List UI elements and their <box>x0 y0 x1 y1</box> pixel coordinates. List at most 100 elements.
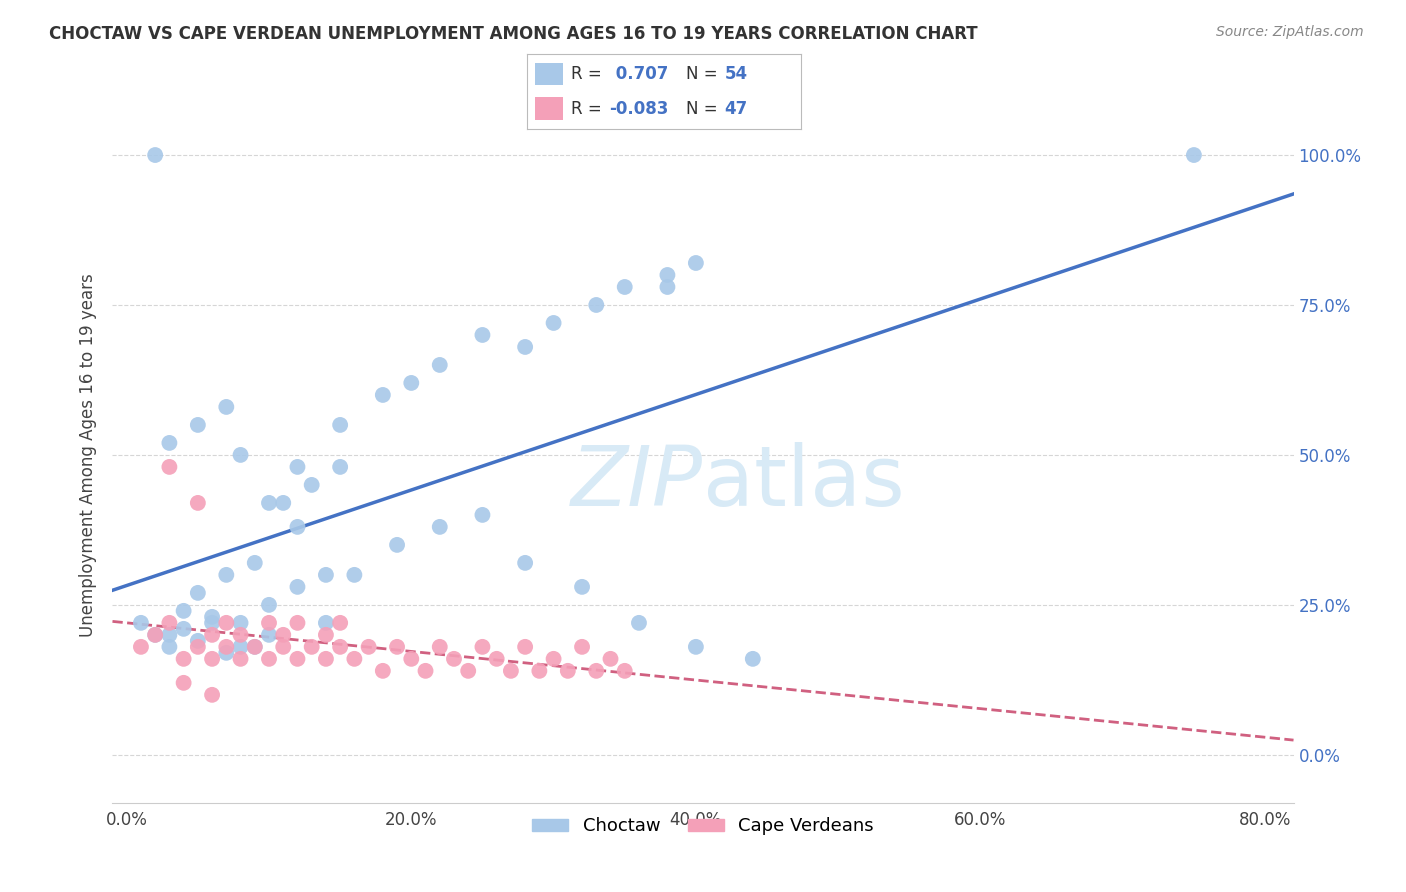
Point <box>1182 148 1205 162</box>
Y-axis label: Unemployment Among Ages 16 to 19 years: Unemployment Among Ages 16 to 19 years <box>79 273 97 637</box>
Point <box>401 652 423 666</box>
Point <box>513 556 536 570</box>
Point <box>529 664 551 678</box>
Text: Source: ZipAtlas.com: Source: ZipAtlas.com <box>1216 25 1364 39</box>
Point <box>599 652 621 666</box>
Point <box>173 676 195 690</box>
Point <box>129 615 152 630</box>
Point <box>215 567 238 582</box>
Point <box>485 652 508 666</box>
Point <box>173 604 195 618</box>
Point <box>315 567 337 582</box>
Point <box>271 628 294 642</box>
Point <box>243 556 266 570</box>
Point <box>471 328 494 343</box>
Point <box>143 148 166 162</box>
Point <box>657 280 679 294</box>
Point <box>301 478 323 492</box>
Point <box>187 633 209 648</box>
Point <box>513 340 536 354</box>
Point <box>229 652 252 666</box>
Point <box>401 376 423 390</box>
Text: R =: R = <box>571 65 607 83</box>
Point <box>329 459 352 474</box>
Point <box>513 640 536 654</box>
Point <box>429 520 451 534</box>
Point <box>287 652 309 666</box>
Point <box>229 615 252 630</box>
FancyBboxPatch shape <box>536 97 562 120</box>
Point <box>257 652 280 666</box>
Point <box>315 615 337 630</box>
Text: 47: 47 <box>724 100 748 118</box>
Point <box>215 400 238 414</box>
Point <box>187 640 209 654</box>
Point <box>287 615 309 630</box>
Point <box>201 610 224 624</box>
Point <box>315 652 337 666</box>
Point <box>315 628 337 642</box>
Text: -0.083: -0.083 <box>610 100 669 118</box>
Point <box>257 496 280 510</box>
Point <box>157 640 180 654</box>
Point <box>471 508 494 522</box>
Point <box>243 640 266 654</box>
Point <box>187 586 209 600</box>
Point <box>329 640 352 654</box>
Text: ZIP: ZIP <box>571 442 703 524</box>
Text: N =: N = <box>686 100 723 118</box>
Point <box>287 520 309 534</box>
Point <box>143 628 166 642</box>
Text: atlas: atlas <box>703 442 904 524</box>
Point <box>543 316 565 330</box>
Text: N =: N = <box>686 65 723 83</box>
Point <box>571 580 593 594</box>
Point <box>243 640 266 654</box>
Point <box>143 628 166 642</box>
Point <box>201 628 224 642</box>
Point <box>385 538 408 552</box>
Point <box>457 664 479 678</box>
Point <box>343 652 366 666</box>
Point <box>685 640 707 654</box>
Point <box>585 298 607 312</box>
Point <box>187 417 209 432</box>
Legend: Choctaw, Cape Verdeans: Choctaw, Cape Verdeans <box>524 810 882 842</box>
Point <box>229 628 252 642</box>
Point <box>627 615 650 630</box>
Point <box>215 640 238 654</box>
Point <box>157 459 180 474</box>
Point <box>613 664 636 678</box>
Point <box>229 448 252 462</box>
Point <box>557 664 579 678</box>
Point <box>385 640 408 654</box>
Point <box>229 640 252 654</box>
Point <box>429 640 451 654</box>
Point <box>271 640 294 654</box>
Point <box>201 615 224 630</box>
Point <box>173 652 195 666</box>
Point <box>157 615 180 630</box>
Point <box>571 640 593 654</box>
Point <box>301 640 323 654</box>
Point <box>157 628 180 642</box>
Point <box>415 664 437 678</box>
Point <box>287 459 309 474</box>
Point <box>657 268 679 282</box>
Point <box>215 646 238 660</box>
FancyBboxPatch shape <box>536 62 562 86</box>
Point <box>357 640 380 654</box>
Point <box>429 358 451 372</box>
Point <box>471 640 494 654</box>
Point <box>257 615 280 630</box>
Point <box>543 652 565 666</box>
Point <box>685 256 707 270</box>
Point <box>585 664 607 678</box>
Point <box>201 652 224 666</box>
Point <box>129 640 152 654</box>
Text: CHOCTAW VS CAPE VERDEAN UNEMPLOYMENT AMONG AGES 16 TO 19 YEARS CORRELATION CHART: CHOCTAW VS CAPE VERDEAN UNEMPLOYMENT AMO… <box>49 25 977 43</box>
Point <box>257 598 280 612</box>
Point <box>215 615 238 630</box>
Point <box>257 628 280 642</box>
Point <box>157 436 180 450</box>
